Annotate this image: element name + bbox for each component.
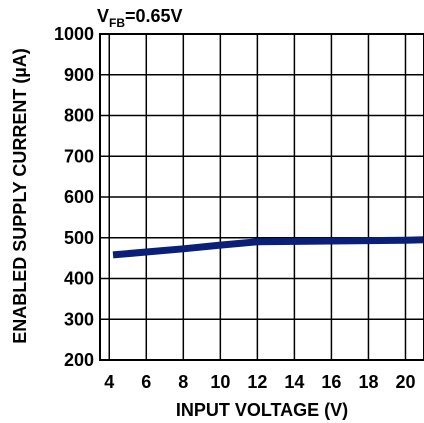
x-tick-label-4: 4 bbox=[104, 372, 114, 392]
y-axis-label: ENABLED SUPPLY CURRENT (µA) bbox=[10, 48, 30, 343]
y-tick-label-200: 200 bbox=[64, 350, 94, 370]
y-tick-labels: 200 300 400 500 600 700 800 900 1000 bbox=[54, 24, 94, 370]
y-tick-label-500: 500 bbox=[64, 228, 94, 248]
x-axis-label: INPUT VOLTAGE (V) bbox=[176, 400, 348, 420]
y-tick-label-900: 900 bbox=[64, 65, 94, 85]
series-layer bbox=[112, 236, 424, 259]
vfb-annotation-subscript: FB bbox=[109, 16, 125, 30]
x-tick-label-16: 16 bbox=[321, 372, 341, 392]
x-tick-labels: 4 6 8 10 12 14 16 18 20 bbox=[104, 372, 415, 392]
x-tick-label-8: 8 bbox=[178, 372, 188, 392]
y-tick-label-1000: 1000 bbox=[54, 24, 94, 44]
x-tick-label-14: 14 bbox=[284, 372, 304, 392]
y-tick-label-700: 700 bbox=[64, 146, 94, 166]
vfb-annotation-value: =0.65V bbox=[125, 6, 183, 26]
y-tick-label-800: 800 bbox=[64, 106, 94, 126]
vfb-annotation: VFB=0.65V bbox=[97, 6, 183, 30]
y-tick-label-600: 600 bbox=[64, 187, 94, 207]
x-tick-label-6: 6 bbox=[141, 372, 151, 392]
x-tick-label-20: 20 bbox=[395, 372, 415, 392]
x-tick-label-12: 12 bbox=[247, 372, 267, 392]
x-tick-label-10: 10 bbox=[210, 372, 230, 392]
y-tick-label-300: 300 bbox=[64, 309, 94, 329]
series-line-0 bbox=[112, 236, 424, 259]
plot-frame bbox=[99, 33, 424, 361]
y-tick-label-400: 400 bbox=[64, 269, 94, 289]
x-tick-label-18: 18 bbox=[358, 372, 378, 392]
grid bbox=[100, 33, 424, 361]
vfb-annotation-main: V bbox=[97, 6, 109, 26]
